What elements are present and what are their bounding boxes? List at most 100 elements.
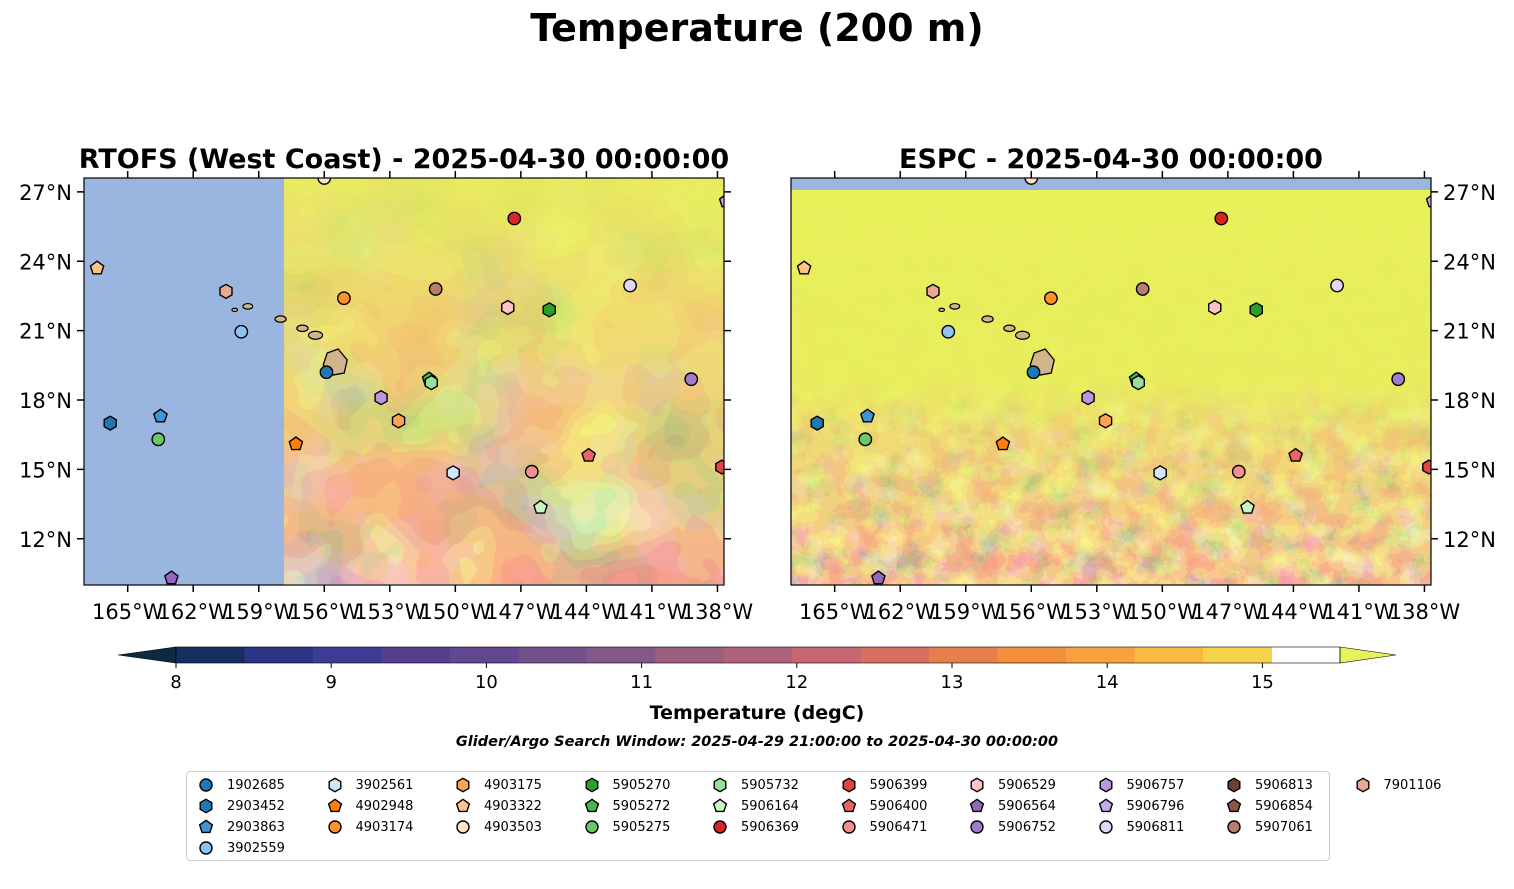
float-marker-2903452 — [810, 415, 824, 431]
float-marker-2903863 — [152, 408, 168, 423]
float-marker-5907061 — [428, 282, 443, 296]
legend-item-5906529: 5906529 — [966, 776, 1056, 794]
legend-marker-5906471 — [841, 820, 856, 834]
legend-item-4903174: 4903174 — [324, 818, 413, 836]
legend-item-4903322: 4903322 — [452, 797, 542, 815]
legend-item-2903452: 2903452 — [195, 797, 285, 815]
float-marker-5905270 — [1249, 302, 1264, 318]
colorbar-segment — [792, 647, 862, 663]
float-marker-5906399 — [715, 459, 724, 475]
lat-tick-label: 12°N — [19, 528, 72, 552]
island — [274, 315, 287, 323]
legend-label: 4902948 — [355, 798, 414, 814]
legend-marker-2903863 — [198, 819, 214, 834]
float-marker-3902561 — [446, 465, 460, 481]
island — [242, 302, 254, 310]
legend-item-5906400: 5906400 — [838, 797, 927, 815]
legend-marker-icon — [584, 798, 599, 813]
float-marker-3902561 — [1153, 465, 1167, 481]
float-marker-5906369 — [1214, 211, 1229, 226]
legend-item-4902948: 4902948 — [324, 797, 414, 815]
island — [981, 315, 994, 323]
float-marker-4902948 — [288, 436, 304, 451]
colorbar-tick-label: 14 — [1096, 672, 1119, 693]
legend-marker-icon — [327, 798, 342, 813]
colorbar-label: Temperature (degC) — [650, 702, 865, 724]
colorbar-segment — [176, 647, 245, 663]
legend-label: 4903503 — [484, 819, 542, 835]
legend-item-5905270: 5905270 — [581, 776, 671, 794]
rtofs-float-markers — [89, 178, 724, 585]
lon-tick-label: 150°W — [1127, 600, 1199, 624]
float-marker-5906811 — [1330, 278, 1344, 293]
float-marker-5905275 — [151, 432, 166, 447]
colorbar-tick-label: 10 — [475, 672, 498, 693]
legend-item-1902685: 1902685 — [195, 776, 285, 794]
float-marker-3902559 — [941, 324, 956, 339]
lon-tick-label: 141°W — [616, 600, 688, 624]
legend-item-5906796: 5906796 — [1095, 797, 1184, 815]
colorbar-segment — [723, 647, 793, 663]
colorbar-segment — [655, 647, 725, 663]
legend-label: 5906564 — [998, 798, 1056, 814]
legend-marker-icon — [327, 777, 341, 793]
legend-marker-icon — [1098, 798, 1113, 813]
legend-marker-icon — [199, 841, 213, 855]
island — [1003, 324, 1016, 333]
legend-marker-icon — [1227, 777, 1241, 793]
float-marker-5906752 — [1391, 372, 1406, 387]
legend-marker-icon — [584, 777, 598, 793]
legend-marker-5906564 — [969, 798, 985, 813]
legend-marker-icon — [713, 820, 727, 834]
legend-label: 5906529 — [998, 777, 1056, 793]
legend-marker-5906752 — [970, 820, 984, 834]
espc-float-markers — [796, 178, 1431, 585]
legend-marker-5906529 — [970, 777, 984, 793]
rtofs-islands — [231, 302, 348, 376]
legend-item-3902559: 3902559 — [195, 839, 285, 857]
float-marker-5906471 — [524, 464, 539, 479]
lon-tick-label: 147°W — [1192, 600, 1264, 624]
legend-item-5906399: 5906399 — [838, 776, 927, 794]
legend-marker-7901106 — [1355, 777, 1369, 793]
float-marker-5906757 — [374, 389, 388, 406]
colorbar-segment — [449, 647, 519, 663]
legend-label: 7901106 — [1383, 777, 1442, 793]
float-marker-5906164 — [1240, 499, 1255, 514]
espc-temperature-field — [791, 190, 1431, 585]
search-window-caption: Glider/Argo Search Window: 2025-04-29 21… — [456, 734, 1058, 750]
colorbar-segment — [244, 647, 314, 663]
colorbar-ticks: 8 9 10 11 12 13 14 15 — [170, 663, 1274, 693]
legend-marker-5905272 — [584, 798, 599, 813]
legend-item-5905272: 5905272 — [581, 797, 670, 815]
legend-marker-icon — [1098, 777, 1112, 793]
legend-label: 2903452 — [227, 798, 285, 814]
float-marker-4903322 — [89, 260, 105, 275]
lon-tick-label: 138°W — [682, 600, 754, 624]
legend-item-5907061: 5907061 — [1223, 818, 1313, 836]
float-marker-1902685 — [319, 365, 334, 380]
legend-marker-icon — [970, 777, 984, 793]
legend-item-5906164: 5906164 — [709, 797, 799, 815]
float-marker-5906564 — [870, 570, 886, 585]
legend-label: 5906164 — [741, 798, 799, 814]
legend-marker-icon — [841, 798, 856, 813]
legend-item-3902561: 3902561 — [324, 776, 413, 794]
colorbar-tick-label: 11 — [630, 672, 653, 693]
legend-marker-2903452 — [199, 798, 213, 814]
lon-tick-label: 153°W — [1061, 600, 1133, 624]
legend-item-5905732: 5905732 — [709, 776, 799, 794]
legend-label: 5905270 — [612, 777, 671, 793]
rtofs-axes: 165°W162°W159°W156°W153°W150°W147°W144°W… — [19, 171, 753, 624]
float-marker-5906399 — [1422, 459, 1431, 475]
legend-label: 4903175 — [484, 777, 542, 793]
colorbar-tick-label: 9 — [325, 672, 336, 693]
legend-item-5905275: 5905275 — [581, 818, 670, 836]
lon-tick-label: 165°W — [799, 600, 871, 624]
float-marker-5906757 — [1081, 389, 1095, 406]
legend-label: 5906854 — [1255, 798, 1313, 814]
float-marker-3902559 — [234, 324, 249, 339]
colorbar-segment — [997, 647, 1067, 663]
colorbar-extend-high — [1339, 646, 1397, 664]
lat-tick-label: 24°N — [1443, 250, 1496, 274]
